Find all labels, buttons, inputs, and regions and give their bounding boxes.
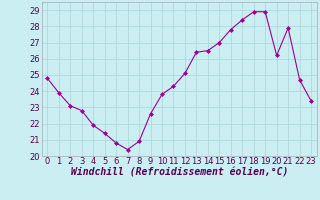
X-axis label: Windchill (Refroidissement éolien,°C): Windchill (Refroidissement éolien,°C): [70, 168, 288, 178]
